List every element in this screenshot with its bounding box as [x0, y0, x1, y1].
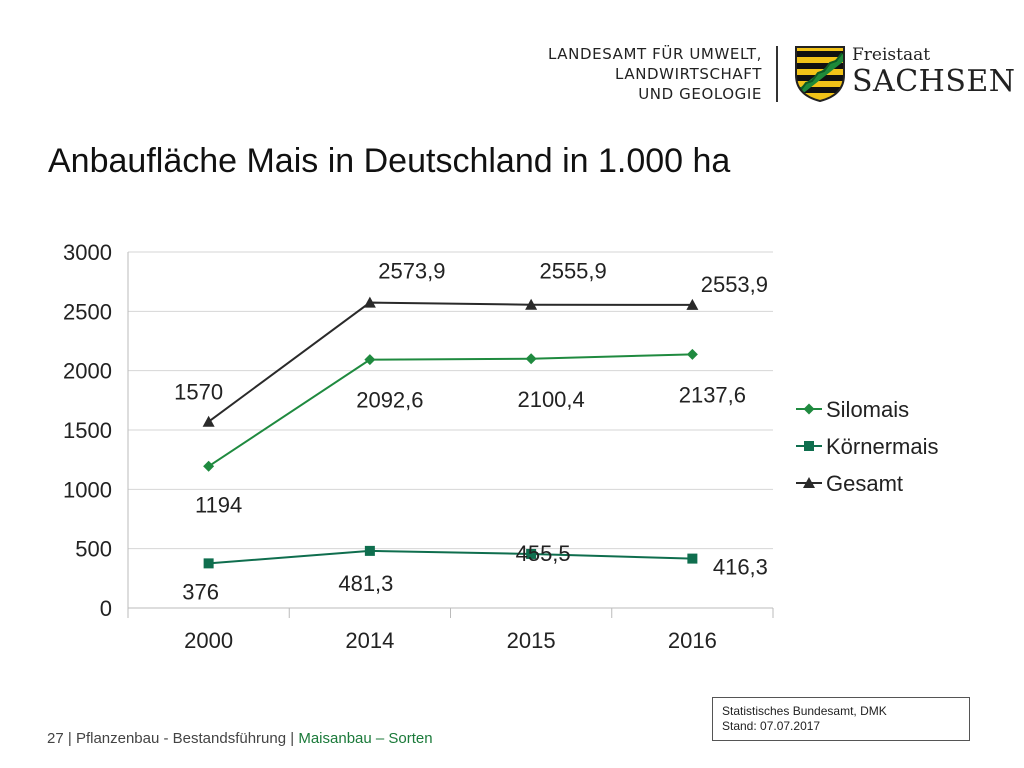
data-point-marker — [203, 558, 214, 569]
legend-entry: Gesamt — [826, 471, 903, 496]
data-point-marker — [203, 460, 215, 472]
y-tick-label: 1500 — [63, 418, 112, 443]
x-tick-label: 2015 — [507, 628, 556, 653]
state-wordmark: Freistaat SACHSEN — [852, 45, 1016, 99]
source-line-2: Stand: 07.07.2017 — [722, 719, 821, 733]
series-line-gesamt — [208, 301, 693, 423]
data-point-marker — [363, 296, 376, 308]
y-tick-label: 2500 — [63, 299, 112, 324]
data-point-marker — [525, 298, 538, 310]
chart-axes: 0 500 1000 1500 2000 2500 3000 2000 2014 2015 2016 — [63, 240, 774, 653]
organization-line-3: UND GEOLOGIE — [638, 85, 762, 103]
chart-series — [202, 296, 699, 569]
y-tick-label: 500 — [75, 537, 112, 562]
organization-line-2: LANDWIRTSCHAFT — [615, 65, 762, 83]
data-point-marker — [364, 354, 376, 366]
y-tick-label: 1000 — [63, 477, 112, 502]
legend-marker — [803, 477, 815, 488]
data-label: 2092,6 — [356, 388, 423, 413]
organization-line-1: LANDESAMT FÜR UMWELT, — [548, 45, 762, 63]
source-box: Statistisches Bundesamt, DMK Stand: 07.0… — [712, 697, 970, 741]
x-tick-label: 2014 — [345, 628, 394, 653]
footer-section: Pflanzenbau - Bestandsführung — [75, 730, 287, 747]
footer: 27 | Pflanzenbau - Bestandsführung | Mai… — [47, 730, 433, 747]
source-line-1: Statistisches Bundesamt, DMK — [722, 704, 887, 718]
data-label: 481,3 — [338, 571, 393, 596]
chart-legend: Silomais Körnermais Gesamt — [796, 397, 938, 496]
data-point-marker — [686, 348, 698, 360]
x-tick-label: 2016 — [668, 628, 717, 653]
series-line-silomais — [208, 353, 693, 468]
legend-entry: Silomais — [826, 397, 909, 422]
footer-highlight: Maisanbau – Sorten — [298, 730, 433, 747]
data-point-marker — [364, 545, 375, 556]
state-wordmark-big: SACHSEN — [852, 64, 1016, 99]
data-point-marker — [526, 548, 537, 559]
data-label: 2555,9 — [539, 259, 606, 284]
data-label: 2137,6 — [679, 382, 746, 407]
y-tick-label: 2000 — [63, 359, 112, 384]
legend-marker — [804, 441, 814, 451]
header-divider — [776, 46, 778, 102]
data-point-marker — [687, 553, 698, 564]
line-chart: 0 500 1000 1500 2000 2500 3000 2000 2014 2015 2016… — [63, 240, 938, 653]
data-label: 1570 — [174, 380, 223, 405]
data-label: 2100,4 — [517, 387, 584, 412]
footer-separator: | — [67, 730, 76, 747]
x-tick-label: 2000 — [184, 628, 233, 653]
legend-entry: Körnermais — [826, 434, 938, 459]
data-label: 376 — [182, 579, 219, 604]
data-point-marker — [202, 415, 215, 427]
footer-separator: | — [290, 730, 299, 747]
legend-marker — [803, 403, 815, 415]
y-tick-label: 0 — [100, 596, 112, 621]
saxony-coat-of-arms-icon — [795, 46, 845, 103]
chart-data-labels: 1194 2092,6 2100,4 2137,6 376 481,3 455,5 416,3… — [174, 259, 768, 605]
y-tick-label: 3000 — [63, 240, 112, 265]
footer-page-number: 27 — [47, 730, 64, 747]
data-point-marker — [686, 298, 699, 310]
data-label: 455,5 — [516, 541, 571, 566]
state-wordmark-small: Freistaat — [852, 45, 931, 65]
data-label: 2573,9 — [378, 259, 445, 284]
data-label: 1194 — [195, 492, 242, 517]
organization-name: LANDESAMT FÜR UMWELT, LANDWIRTSCHAFT UND… — [540, 44, 762, 104]
series-line-körnermais — [208, 549, 693, 565]
chart-gridlines — [128, 251, 773, 550]
page-title: Anbaufläche Mais in Deutschland in 1.000… — [48, 142, 731, 180]
data-point-marker — [525, 353, 537, 365]
data-label: 416,3 — [713, 555, 768, 580]
data-label: 2553,9 — [701, 272, 768, 297]
